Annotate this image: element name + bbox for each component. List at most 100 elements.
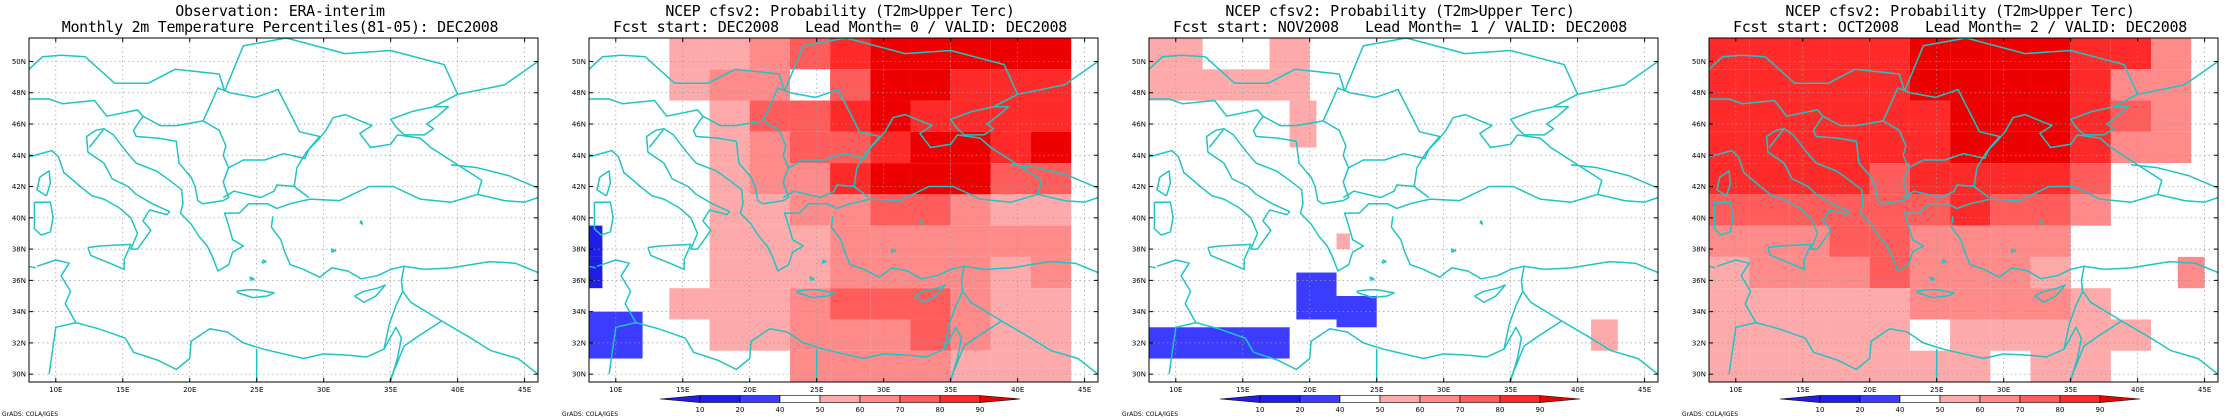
probability-cell (2110, 131, 2152, 164)
probability-cell (709, 69, 750, 101)
probability-cell (709, 319, 750, 351)
coastline (1148, 265, 1156, 269)
coastlines (1708, 37, 2219, 383)
lon-label: 30E (1437, 386, 1450, 394)
probability-cell (990, 131, 1032, 164)
lat-label: 46N (1132, 121, 1146, 129)
coastline (1708, 265, 1716, 269)
probability-cell (2151, 38, 2192, 70)
lon-label: 15E (1236, 386, 1249, 394)
coastline (223, 37, 459, 108)
grads-credit: GrADS: COLA/IGES (1682, 411, 1739, 418)
probability-cell (1950, 319, 1991, 351)
probability-cell (1990, 288, 2031, 320)
probability-cells (1709, 38, 2205, 382)
probability-cell (1829, 38, 1870, 70)
coastline (1342, 184, 1416, 199)
lat-label: 42N (572, 183, 586, 191)
coastline (261, 259, 267, 264)
coastline (1208, 127, 1598, 272)
lat-label: 34N (572, 308, 586, 316)
coastline (36, 170, 52, 197)
probability-cell (870, 319, 911, 351)
lat-label: 38N (12, 246, 26, 254)
coastline (222, 184, 296, 199)
probability-cell (709, 288, 750, 320)
probability-cell (1749, 350, 1790, 382)
probability-cell (589, 256, 603, 289)
coastline (1522, 290, 1659, 375)
gridlines (29, 38, 538, 382)
coastline (782, 184, 856, 199)
coastline (796, 288, 835, 299)
coastline (28, 54, 86, 70)
coastline (1356, 288, 1395, 299)
coastline (1708, 127, 1851, 250)
coastline (1017, 60, 1099, 96)
probability-cell (749, 163, 790, 195)
coastline (608, 321, 637, 375)
probability-cell (789, 288, 831, 320)
probability-cell (1189, 69, 1230, 101)
probability-cell (830, 100, 871, 132)
lat-label: 34N (12, 308, 26, 316)
colorbar-swatch (1259, 395, 1301, 403)
coastline (588, 54, 646, 70)
grads-credit: GrADS: COLA/IGES (2, 411, 59, 418)
probability-cell (1869, 319, 1910, 351)
colorbar-swatch (1819, 395, 1861, 403)
probability-cell (2030, 38, 2071, 70)
lat-label: 48N (12, 89, 26, 97)
probability-cell (749, 38, 790, 70)
coastline (1450, 248, 1457, 253)
probability-cell (1031, 350, 1072, 382)
probability-cell (1336, 233, 1350, 250)
coastline (963, 260, 1099, 274)
panel-title-line2: Monthly 2m Temperature Percentiles(81-05… (61, 18, 499, 36)
lon-label: 15E (116, 386, 129, 394)
lat-label: 50N (1692, 58, 1706, 66)
coastline (1252, 115, 1350, 205)
probability-cell (1909, 256, 1951, 289)
probability-cell (870, 100, 911, 132)
colorbar-label: 60 (1416, 406, 1425, 414)
lon-label: 40E (2131, 386, 2144, 394)
lat-label: 44N (1132, 152, 1146, 160)
probability-cell (990, 163, 1032, 195)
probability-cell (1709, 69, 1750, 101)
probability-cell (1829, 100, 1870, 132)
colorbar-swatch (859, 395, 901, 403)
panel-title-line1: NCEP cfsv2: Probability (T2m>Upper Terc) (1225, 2, 1575, 20)
colorbar-label: 80 (2056, 406, 2065, 414)
probability-cell (1031, 131, 1072, 164)
colorbar-swatch (1299, 395, 1341, 403)
colorbar-swatch (1379, 395, 1421, 403)
probability-cell (1749, 163, 1790, 195)
probability-cell (1869, 256, 1910, 289)
probability-cell (789, 38, 831, 70)
probability-cell (1749, 100, 1790, 132)
coastline (1903, 37, 2139, 108)
probability-cell (789, 350, 831, 382)
coastline (33, 201, 54, 236)
probability-cell (990, 256, 1032, 289)
panel-title-line1: NCEP cfsv2: Probability (T2m>Upper Terc) (1785, 2, 2135, 20)
map-panel-lead2: NCEP cfsv2: Probability (T2m>Upper Terc)… (1680, 0, 2240, 420)
panel-title-line1: Observation: ERA-interim (175, 2, 385, 20)
probability-cell (2177, 256, 2205, 289)
probability-cell (950, 225, 991, 257)
coastline (389, 106, 450, 136)
colorbar-label: 40 (1336, 406, 1345, 414)
colorbar-label: 40 (776, 406, 785, 414)
colorbar-label: 80 (1496, 406, 1505, 414)
colorbar-swatch (699, 395, 741, 403)
probability-cell (789, 100, 831, 132)
probability-cell (1269, 38, 1310, 70)
colorbar-label: 70 (1456, 406, 1465, 414)
probability-cell (2070, 38, 2111, 70)
coastline (249, 276, 255, 282)
lon-label: 40E (1011, 386, 1024, 394)
lon-label: 20E (183, 386, 196, 394)
colorbar: 10 20 40 50 60 70 80 90 (659, 395, 1021, 414)
coastline (1207, 243, 1252, 271)
